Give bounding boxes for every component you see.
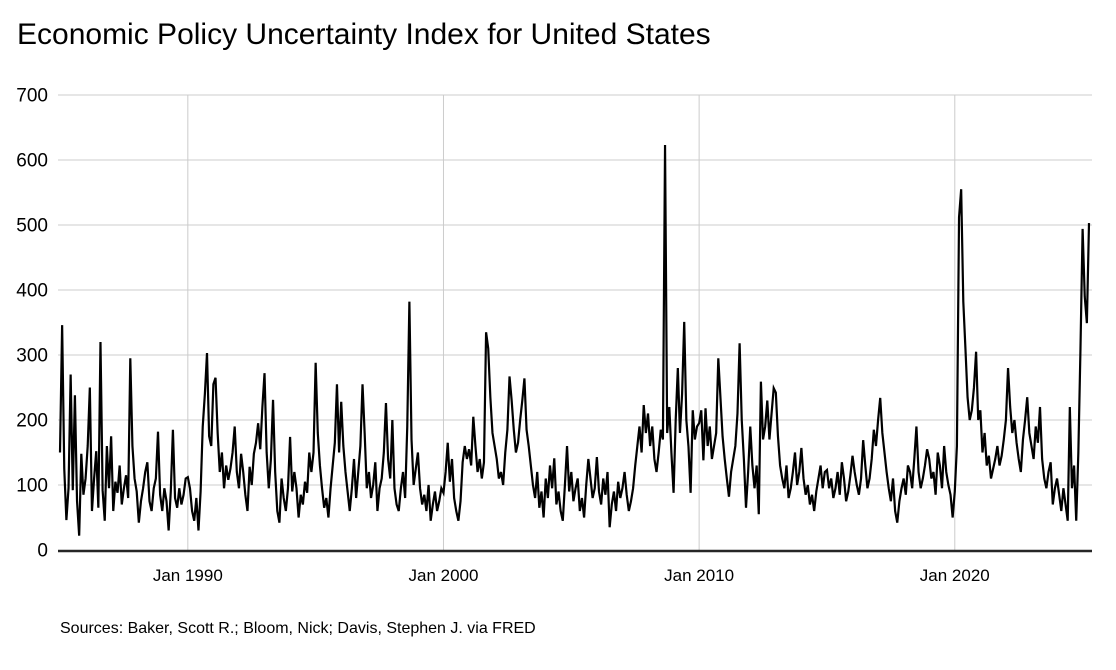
source-note: Sources: Baker, Scott R.; Bloom, Nick; D… [60,620,536,637]
y-axis-tick-label: 0 [37,541,48,562]
y-axis-tick-label: 400 [16,281,48,302]
y-axis-tick-label: 500 [16,216,48,237]
y-axis-tick-label: 700 [16,86,48,107]
y-axis-tick-label: 200 [16,411,48,432]
x-axis-tick-label: Jan 2010 [664,566,734,585]
epu-series-line [58,145,1091,536]
y-axis-tick-label: 300 [16,346,48,367]
y-axis-tick-label: 600 [16,151,48,172]
x-axis-tick-label: Jan 2000 [409,566,479,585]
chart-title: Economic Policy Uncertainty Index for Un… [17,18,711,51]
y-axis-tick-label: 100 [16,476,48,497]
x-axis-tick-label: Jan 2020 [920,566,990,585]
x-axis-tick-label: Jan 1990 [153,566,223,585]
